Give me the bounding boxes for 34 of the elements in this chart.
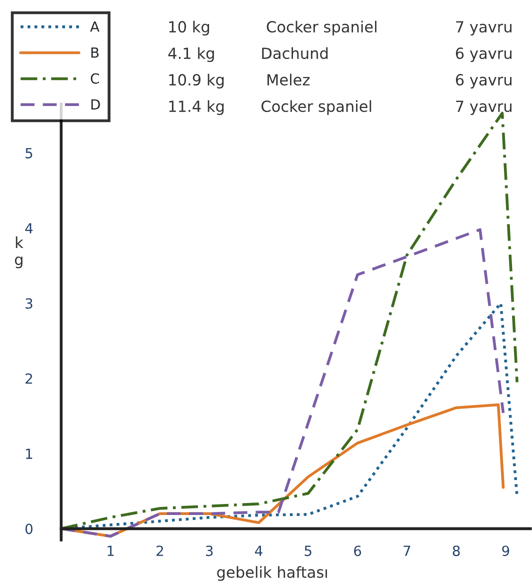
x-axis-title: gebelik haftası — [217, 566, 327, 581]
text: 10.9 kg — [169, 74, 224, 89]
x-tick-label: 5 — [304, 546, 312, 556]
legend-label: C — [90, 73, 99, 84]
line-series — [61, 228, 505, 538]
y-tick-label: 4 — [25, 223, 33, 234]
x-tick-label: 1 — [108, 546, 114, 556]
x-tick-label: 3 — [206, 546, 213, 556]
y-tick-label: 5 — [26, 148, 32, 158]
y-axis-title: kg — [14, 236, 24, 268]
y-tick-label: 3 — [26, 298, 32, 309]
text: Melez — [268, 74, 310, 86]
x-tick-label: 8 — [452, 546, 460, 556]
legend-label: A — [90, 22, 100, 32]
text: 7 yavru — [456, 21, 512, 36]
text: Cocker spaniel — [266, 20, 376, 36]
annotation: Cocker spaniel — [262, 100, 372, 116]
y-tick-label: 1 — [26, 448, 32, 459]
x-tick-label: 9 — [502, 546, 510, 556]
annotation: 7 yavru — [456, 100, 512, 116]
text: 6 yavru — [456, 74, 512, 89]
text: 10 kg — [169, 20, 210, 36]
x-tick-label: 6 — [354, 546, 362, 556]
legend-label: D — [91, 99, 100, 110]
text: Dachund — [262, 47, 328, 60]
text: 4.1 kg — [168, 47, 214, 62]
x-tick-label: 4 — [255, 546, 262, 556]
y-tick-label: 0 — [25, 524, 32, 534]
x-tick-label: 2 — [156, 546, 163, 556]
text: 6 yavru — [456, 48, 512, 62]
x-tick-label: 7 — [404, 546, 410, 556]
annotation: 11.4 kg — [169, 100, 224, 116]
legend-label: B — [91, 47, 99, 58]
y-tick-label: 2 — [26, 373, 32, 384]
